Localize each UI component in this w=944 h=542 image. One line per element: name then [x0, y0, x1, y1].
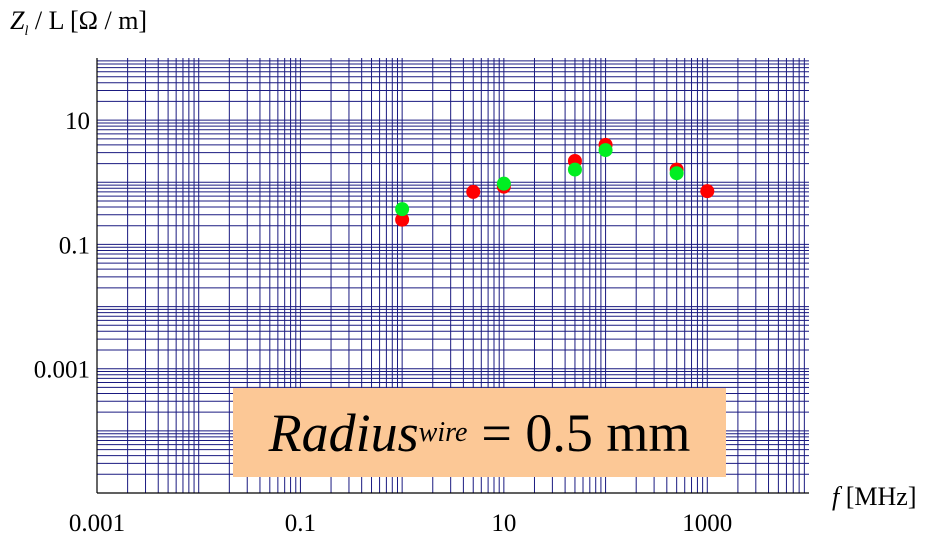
axes	[96, 58, 809, 494]
y-tick-label: 0.1	[59, 232, 90, 259]
red-data-point	[700, 184, 715, 199]
y-tick-label: 0.001	[34, 357, 90, 384]
x-tick-label: 10	[491, 510, 516, 537]
green-data-point	[598, 143, 613, 158]
red-data-point	[466, 184, 481, 199]
data-points	[395, 137, 715, 227]
tick-labels: 0.001 0.1 10 1000 0.001 0.1 10	[34, 108, 733, 537]
green-data-point	[567, 162, 582, 177]
y-axis-label: Zl / L [Ω / m]	[10, 6, 148, 40]
x-tick-label: 0.1	[285, 510, 316, 537]
x-tick-label: 1000	[682, 510, 732, 537]
x-tick-label: 0.001	[69, 510, 125, 537]
green-data-point	[395, 202, 410, 217]
red-data-point	[395, 212, 410, 227]
green-data-point	[496, 176, 511, 191]
x-axis-label: f [MHz]	[832, 482, 917, 511]
radius-annotation: Radius wire = 0.5 mm	[233, 388, 726, 477]
green-data-point	[669, 166, 684, 181]
y-tick-label: 10	[65, 108, 90, 135]
